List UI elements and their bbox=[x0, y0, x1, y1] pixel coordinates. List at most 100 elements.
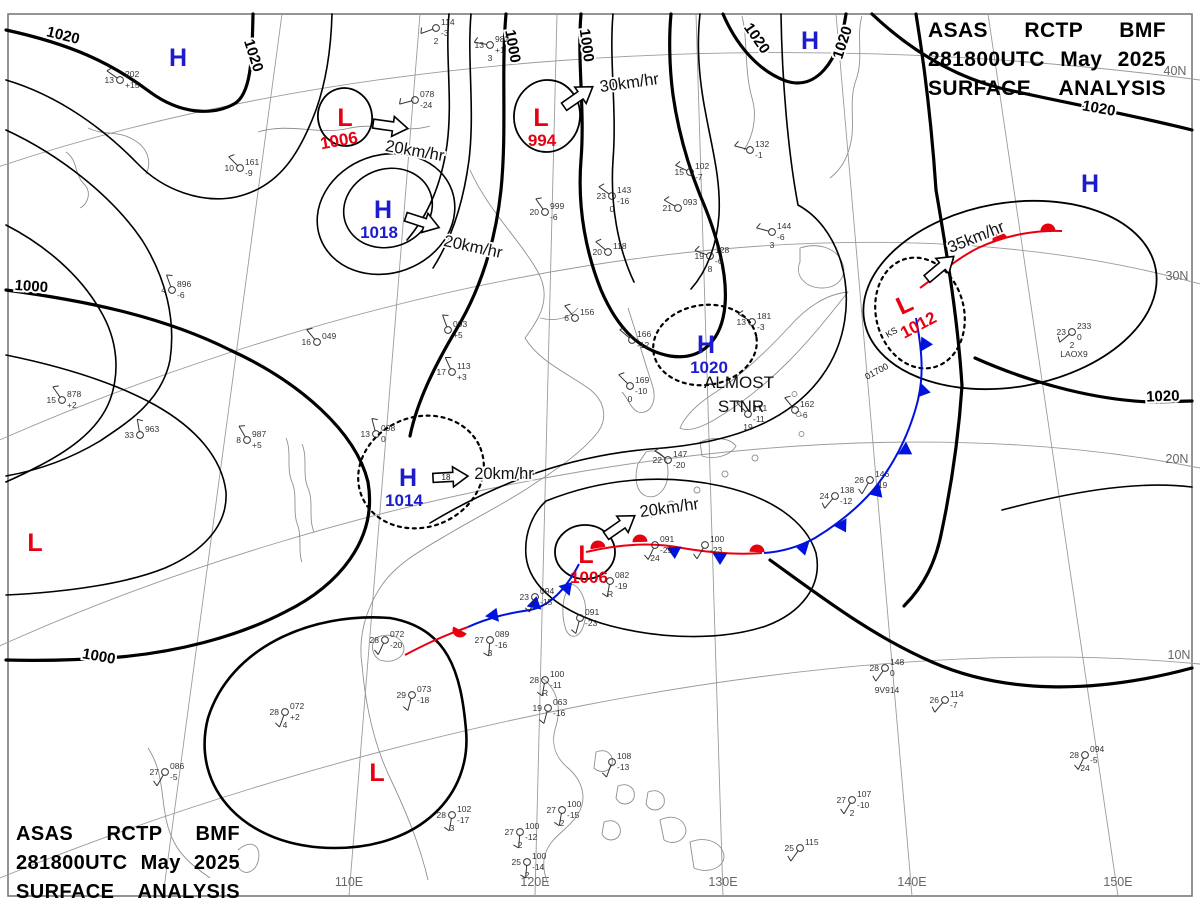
cold-front-pip bbox=[666, 546, 682, 559]
station-callsign: LAOX9 bbox=[1060, 349, 1088, 359]
station-cloud-circle bbox=[576, 614, 584, 622]
pressure-center-value: 1006 bbox=[319, 128, 360, 153]
wind-barb-shaft bbox=[564, 305, 574, 316]
wind-barb-tick bbox=[570, 629, 577, 634]
wind-barb-tick bbox=[483, 652, 489, 657]
wind-barb-tick bbox=[473, 37, 479, 43]
wind-barb-shaft bbox=[694, 250, 707, 256]
wind-barb-tick bbox=[537, 691, 543, 697]
station-plot: 16 049 bbox=[302, 327, 336, 347]
station-plot: 21 093 bbox=[663, 196, 697, 213]
station-plot: 13 202+15 bbox=[105, 67, 140, 90]
station-pressure-change: +2 bbox=[290, 712, 300, 722]
station-pressure-change: -6 bbox=[800, 410, 808, 420]
station-plot: 6 156 bbox=[564, 303, 594, 323]
movement-arrow-icon bbox=[560, 85, 594, 112]
station-cloud-circle bbox=[746, 146, 754, 154]
latitude-line bbox=[0, 441, 1200, 647]
isobar bbox=[902, 12, 964, 608]
station-pressure: 162 bbox=[800, 399, 814, 409]
station-cloud-circle bbox=[604, 248, 612, 256]
station-pressure-change: -12 bbox=[840, 496, 853, 506]
isobar-value-label: 1000 bbox=[81, 645, 117, 668]
station-cloud-circle bbox=[628, 336, 636, 344]
station-plot: 27 089-163 bbox=[475, 629, 510, 658]
wind-barb-shaft bbox=[543, 711, 548, 724]
station-cloud-circle bbox=[381, 636, 389, 644]
stationary-warm-segment-front-line bbox=[404, 626, 469, 656]
station-cloud-circle bbox=[791, 406, 799, 414]
wind-barb-shaft bbox=[399, 100, 412, 105]
wind-barb-tick bbox=[137, 418, 144, 422]
coastline bbox=[689, 839, 725, 871]
coastline bbox=[741, 15, 755, 151]
wind-barb-tick bbox=[513, 844, 519, 849]
station-pressure: 132 bbox=[755, 139, 769, 149]
station-plot: 25 100-142 bbox=[512, 851, 547, 880]
movement-speed-label: 20km/hr bbox=[384, 137, 446, 165]
coastline bbox=[301, 443, 315, 533]
wind-barb-tick bbox=[734, 140, 739, 147]
station-temperature: 25 bbox=[785, 843, 795, 853]
wind-barb-tick bbox=[858, 488, 863, 495]
station-pressure-change: -15 bbox=[567, 810, 580, 820]
station-extra-value: 3 bbox=[450, 823, 455, 833]
station-cloud-circle bbox=[448, 368, 456, 376]
station-extra-value: 2 bbox=[850, 808, 855, 818]
station-temperature: 24 bbox=[820, 491, 830, 501]
pressure-center-value: 1014 bbox=[385, 491, 423, 510]
station-temperature: 17 bbox=[437, 367, 447, 377]
warm-front-pip bbox=[749, 544, 765, 553]
station-pressure-change: -10 bbox=[857, 800, 870, 810]
isobar bbox=[5, 224, 117, 483]
station-temperature: 26 bbox=[855, 475, 865, 485]
station-plot: 28 072+24 bbox=[270, 701, 305, 730]
wind-barb-tick bbox=[654, 447, 661, 452]
wind-barb-tick bbox=[538, 719, 545, 724]
wind-barb-tick bbox=[402, 706, 409, 711]
wind-barb-tick bbox=[601, 772, 607, 778]
wind-barb-tick bbox=[602, 592, 608, 598]
station-plot: 28 102-173 bbox=[437, 804, 472, 833]
movement-arrow-icon bbox=[403, 211, 441, 234]
isobar-value-label: 1020 bbox=[1146, 387, 1180, 405]
isobar bbox=[4, 288, 371, 662]
station-plot: 091-23 bbox=[570, 607, 599, 634]
station-temperature: 22 bbox=[653, 455, 663, 465]
wind-barb-tick bbox=[306, 327, 313, 331]
station-temperature: 8 bbox=[236, 435, 241, 445]
station-cloud-circle bbox=[116, 76, 124, 84]
wind-barb-tick bbox=[694, 245, 700, 251]
station-plot: 20 118 bbox=[593, 238, 627, 257]
isobar bbox=[5, 13, 333, 200]
wind-barb-shaft bbox=[518, 835, 521, 848]
wind-barb-shaft bbox=[448, 818, 452, 831]
station-plot: 27 086-5 bbox=[150, 761, 184, 787]
wind-barb-shaft bbox=[790, 850, 799, 862]
high-center-symbol: H bbox=[169, 44, 187, 72]
station-cloud-circle bbox=[313, 338, 321, 346]
cold-front-pip bbox=[868, 483, 883, 498]
title-line-1: ASAS RCTP BMF bbox=[16, 823, 240, 845]
station-cloud-circle bbox=[1068, 328, 1076, 336]
coastline bbox=[285, 437, 303, 563]
station-plot: 169-100 bbox=[618, 372, 649, 404]
station-temperature: 10 bbox=[225, 163, 235, 173]
station-extra-value: 24 bbox=[1080, 763, 1090, 773]
coastline-layer bbox=[65, 15, 863, 885]
station-pressure: 147 bbox=[673, 449, 687, 459]
wind-barb-shaft bbox=[377, 642, 385, 655]
station-cloud-circle bbox=[541, 676, 549, 684]
cold-front-pip bbox=[794, 542, 810, 556]
station-cloud-circle bbox=[674, 204, 682, 212]
wind-barb-tick bbox=[736, 400, 743, 404]
station-plot: 19 128-68 bbox=[695, 245, 730, 274]
isobar bbox=[1001, 484, 1193, 511]
station-temperature: 13 bbox=[475, 40, 485, 50]
station-plot: 27 107-102 bbox=[837, 789, 872, 818]
movement-speed-label: 20km/hr bbox=[639, 495, 701, 521]
title-line-3: SURFACE ANALYSIS bbox=[928, 77, 1166, 100]
wind-barb-shaft bbox=[736, 402, 746, 412]
